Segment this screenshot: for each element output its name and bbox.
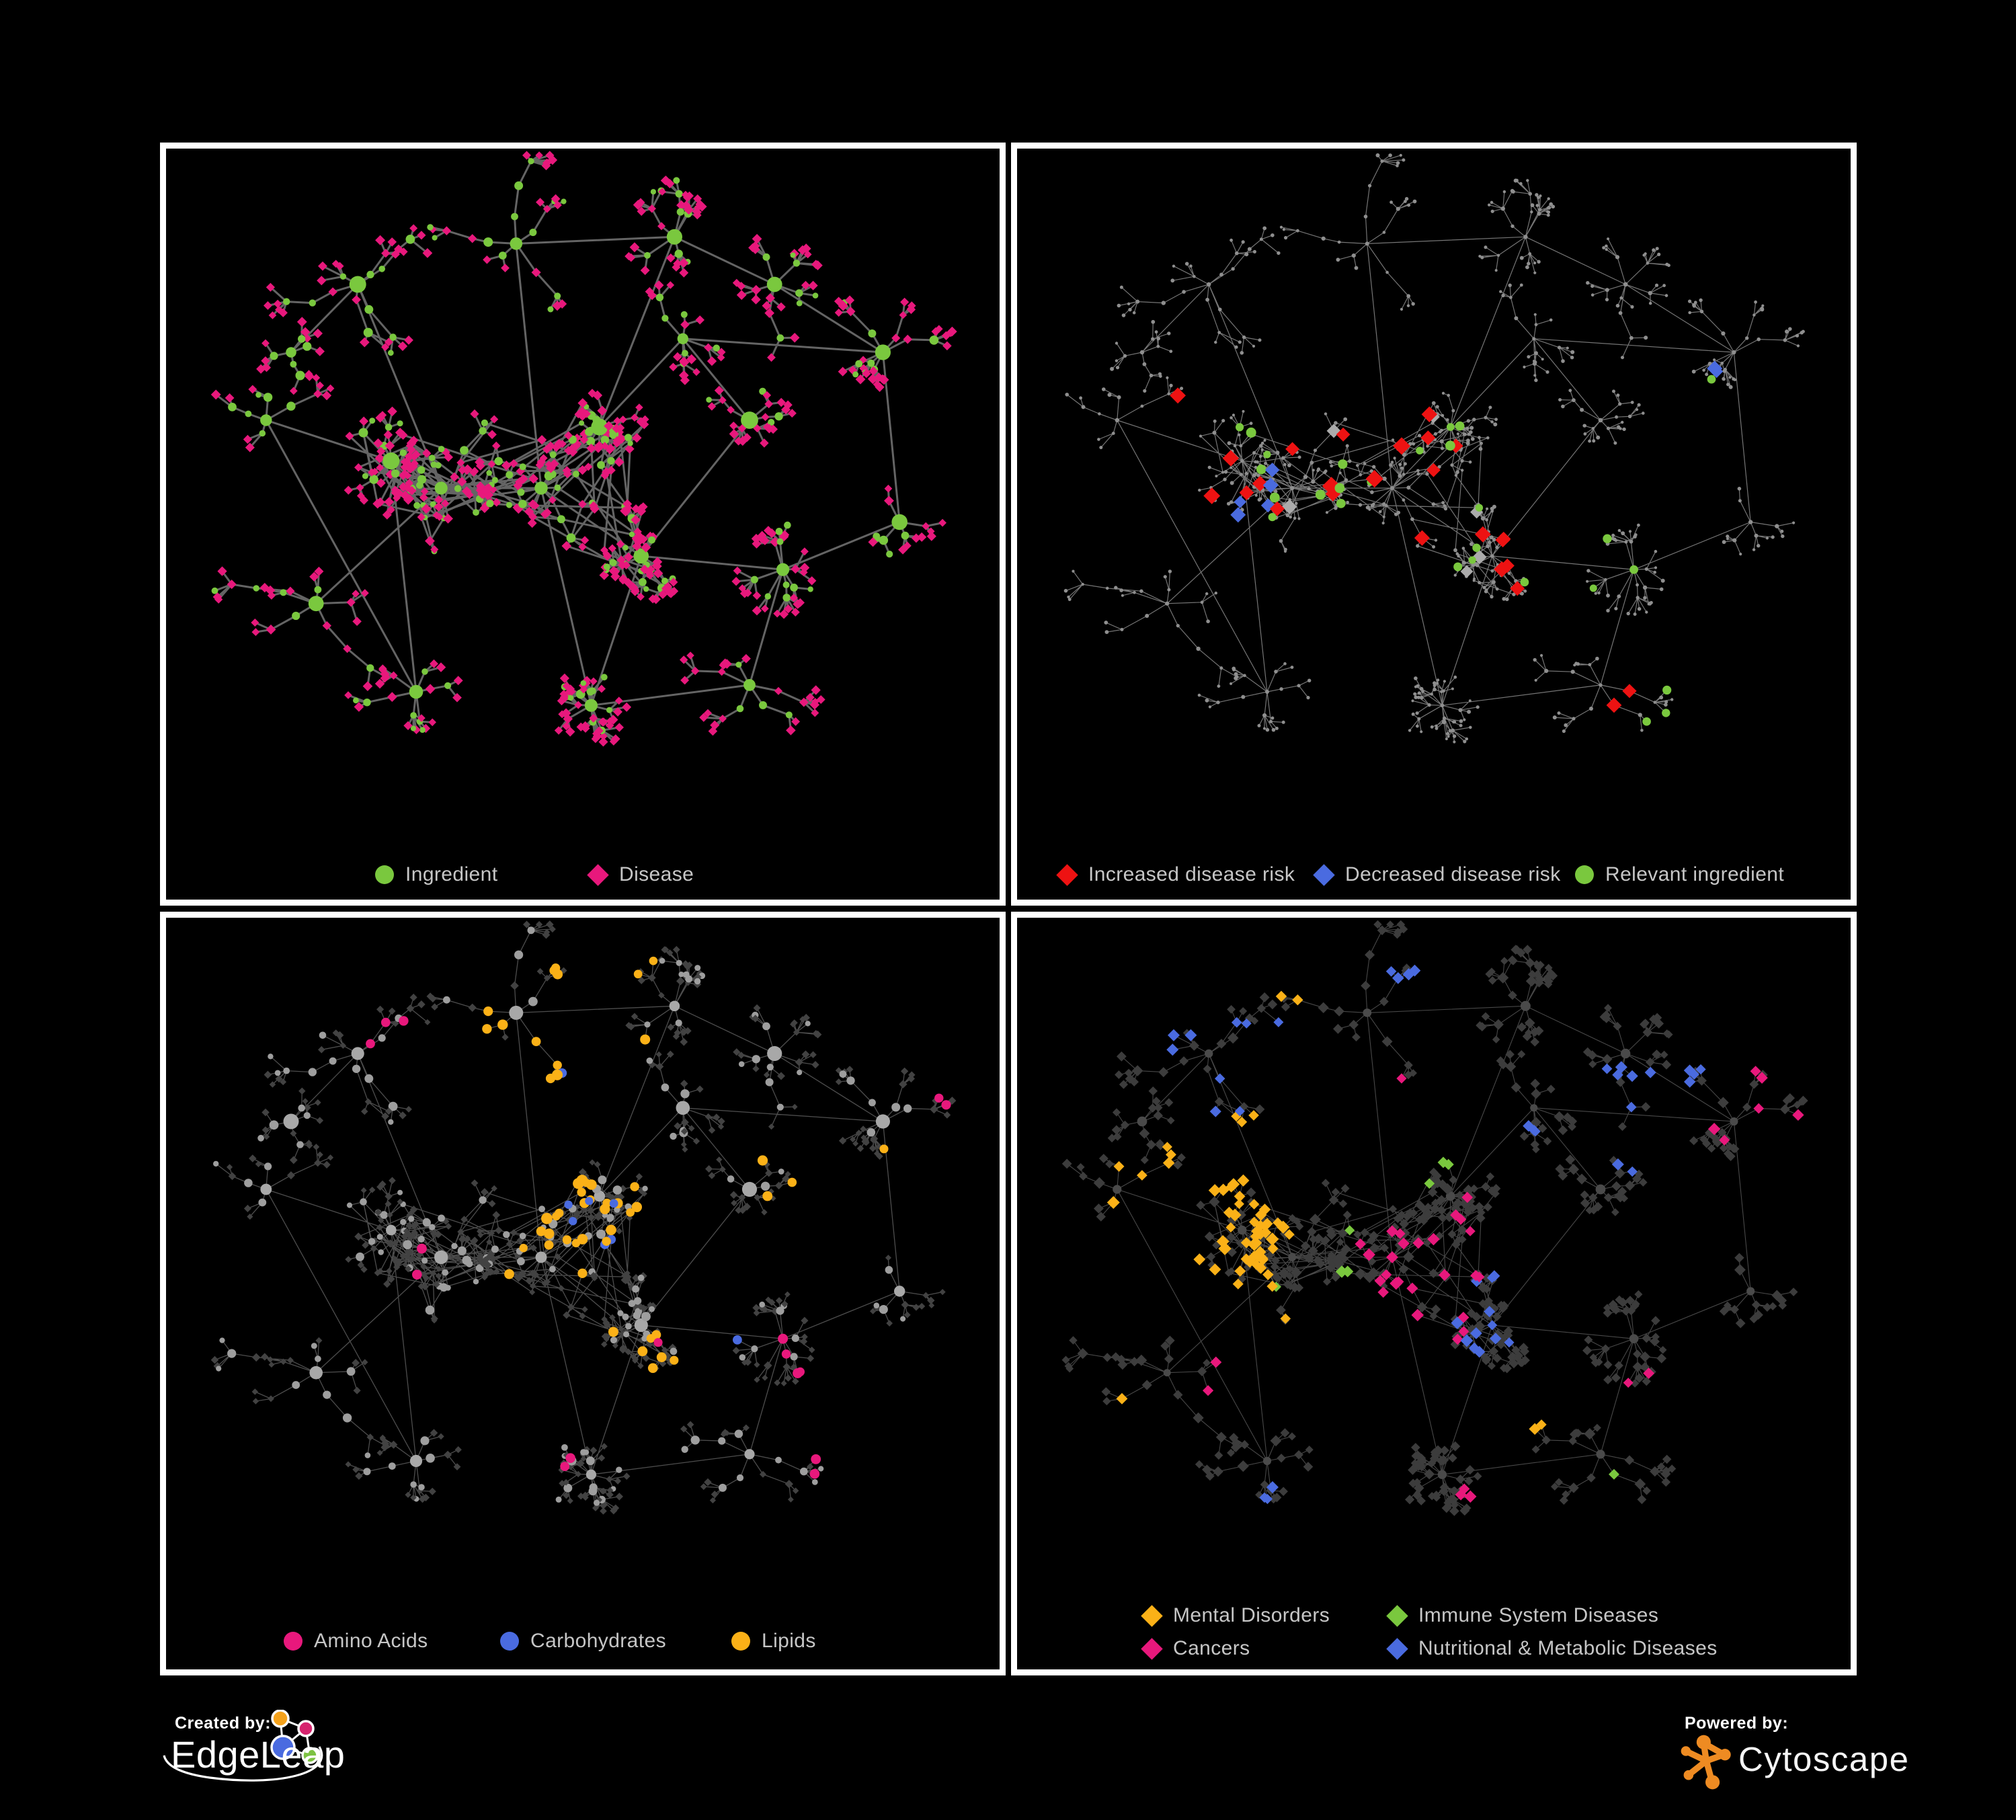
powered-by-label: Powered by: bbox=[1685, 1714, 1789, 1733]
edgeleap-credit: Created by: EdgeLeap bbox=[161, 1710, 524, 1817]
panel-nutrient-classes: Amino Acids Carbohydrates Lipids bbox=[160, 912, 1006, 1675]
legend-label: Nutritional & Metabolic Diseases bbox=[1418, 1637, 1718, 1659]
network-graph-disease-risk bbox=[1063, 153, 1805, 744]
legend-label: Ingredient bbox=[405, 863, 498, 885]
increased-risk-swatch-icon bbox=[1056, 863, 1078, 886]
legend-item: Carbohydrates bbox=[500, 1629, 666, 1653]
legend-item: Increased disease risk bbox=[1056, 863, 1295, 887]
panel-disease-risk: Increased disease risk Decreased disease… bbox=[1011, 143, 1857, 906]
legend-label: Immune System Diseases bbox=[1418, 1604, 1659, 1626]
decreased-risk-swatch-icon bbox=[1313, 863, 1335, 886]
cytoscape-credit: Powered by: Cytoscape bbox=[1660, 1710, 1983, 1811]
network-graph-nutrient-classes bbox=[210, 920, 957, 1515]
immune-diseases-swatch-icon bbox=[1386, 1604, 1408, 1627]
carbohydrates-swatch-icon bbox=[500, 1632, 519, 1651]
legend-item: Amino Acids bbox=[284, 1629, 428, 1653]
legend-label: Cancers bbox=[1173, 1637, 1250, 1659]
legend-label: Disease bbox=[619, 863, 694, 885]
legend-item: Lipids bbox=[731, 1629, 816, 1653]
legend-label: Increased disease risk bbox=[1088, 863, 1295, 885]
legend-item: Immune System Diseases bbox=[1386, 1604, 1659, 1628]
legend-item: Disease bbox=[587, 863, 694, 887]
legend-label: Relevant ingredient bbox=[1605, 863, 1785, 885]
legend-item: Relevant ingredient bbox=[1575, 863, 1784, 887]
edgeleap-wordmark: EdgeLeap bbox=[171, 1733, 346, 1776]
network-graph-disease-classes bbox=[1061, 920, 1808, 1516]
network-graph-ingredient-disease bbox=[210, 151, 957, 747]
legend-label: Amino Acids bbox=[314, 1630, 428, 1652]
legend-label: Lipids bbox=[762, 1630, 816, 1652]
panel-ingredient-disease: Ingredient Disease bbox=[160, 143, 1006, 906]
cancers-swatch-icon bbox=[1141, 1637, 1163, 1660]
legend-label: Decreased disease risk bbox=[1345, 863, 1561, 885]
created-by-label: Created by: bbox=[175, 1714, 272, 1733]
legend-item: Decreased disease risk bbox=[1313, 863, 1561, 887]
cytoscape-logo-icon bbox=[1681, 1735, 1731, 1790]
legend-item: Ingredient bbox=[375, 863, 497, 887]
legend-item: Mental Disorders bbox=[1141, 1604, 1330, 1628]
disease-swatch-icon bbox=[587, 863, 609, 886]
panel-disease-classes: Mental Disorders Immune System Diseases … bbox=[1011, 912, 1857, 1675]
legend-label: Mental Disorders bbox=[1173, 1604, 1330, 1626]
lipids-swatch-icon bbox=[731, 1632, 750, 1651]
mental-disorders-swatch-icon bbox=[1141, 1604, 1163, 1627]
legend-label: Carbohydrates bbox=[530, 1630, 666, 1652]
ingredient-swatch-icon bbox=[375, 865, 394, 884]
relevant-ingredient-swatch-icon bbox=[1575, 865, 1594, 884]
edgeleap-logo-icon bbox=[163, 1710, 323, 1782]
legend-item: Nutritional & Metabolic Diseases bbox=[1386, 1636, 1718, 1661]
amino-acids-swatch-icon bbox=[284, 1632, 303, 1651]
cytoscape-wordmark: Cytoscape bbox=[1738, 1740, 1910, 1778]
metabolic-diseases-swatch-icon bbox=[1386, 1637, 1408, 1660]
legend-item: Cancers bbox=[1141, 1636, 1250, 1661]
